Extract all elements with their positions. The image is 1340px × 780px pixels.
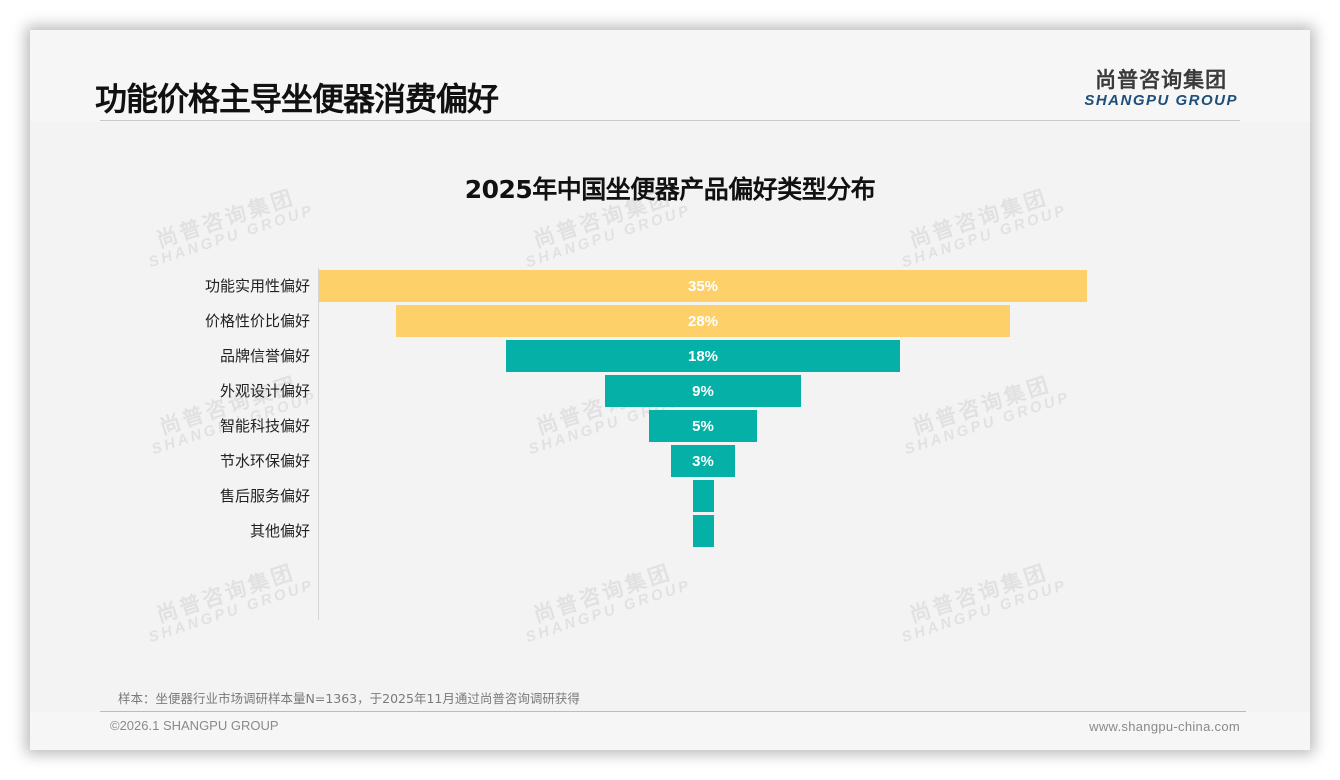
bar-aftersales [693,480,714,512]
logo-en-text: SHANGPU GROUP [1084,92,1238,109]
bar-3: 3% [671,445,735,477]
value-label: 5% [692,417,714,435]
website-link[interactable]: www.shangpu-china.com [1089,719,1240,734]
category-label: 智能科技偏好 [219,417,310,435]
chart-row: 外观设计偏好 9% [30,375,1310,407]
copyright-text: ©2026.1 SHANGPU GROUP [110,718,279,733]
page-title: 功能价格主导坐便器消费偏好 [95,80,499,118]
chart-row: 其他偏好 [30,515,1310,547]
chart-row: 智能科技偏好 5% [30,410,1310,442]
chart-row: 品牌信誉偏好 18% [30,340,1310,372]
chart-row: 节水环保偏好 3% [30,445,1310,477]
category-label: 功能实用性偏好 [204,277,310,295]
bar-other [693,515,714,547]
header-band [30,30,1310,122]
footer-band [30,712,1310,750]
company-logo: 尚普咨询集团 SHANGPU GROUP [1084,64,1238,109]
title-divider [100,120,1240,121]
bar-5: 5% [649,410,757,442]
category-label: 售后服务偏好 [219,487,310,505]
value-label: 35% [687,277,719,295]
footer-divider [100,711,1246,712]
slide: 功能价格主导坐便器消费偏好 尚普咨询集团 SHANGPU GROUP 尚普咨询集… [30,30,1310,750]
category-axis-line [318,268,319,620]
value-label: 18% [687,347,719,365]
category-label: 外观设计偏好 [219,382,310,400]
value-label: 9% [692,382,714,400]
category-label: 价格性价比偏好 [204,312,310,330]
bar-35: 35% [319,270,1087,302]
chart-title: 2025年中国坐便器产品偏好类型分布 [464,175,876,204]
chart-row: 售后服务偏好 [30,480,1310,512]
category-label: 其他偏好 [249,522,310,540]
bar-28: 28% [396,305,1010,337]
category-label: 节水环保偏好 [219,452,310,470]
chart-row: 功能实用性偏好 35% [30,270,1310,302]
value-label: 28% [687,312,719,330]
logo-cn-text: 尚普咨询集团 [1095,68,1228,92]
chart-row: 价格性价比偏好 28% [30,305,1310,337]
bar-18: 18% [506,340,900,372]
bar-9: 9% [605,375,801,407]
value-label: 3% [692,452,714,470]
sample-note: 样本：坐便器行业市场调研样本量N=1363，于2025年11月通过尚普咨询调研获… [118,691,580,706]
category-label: 品牌信誉偏好 [219,347,310,365]
